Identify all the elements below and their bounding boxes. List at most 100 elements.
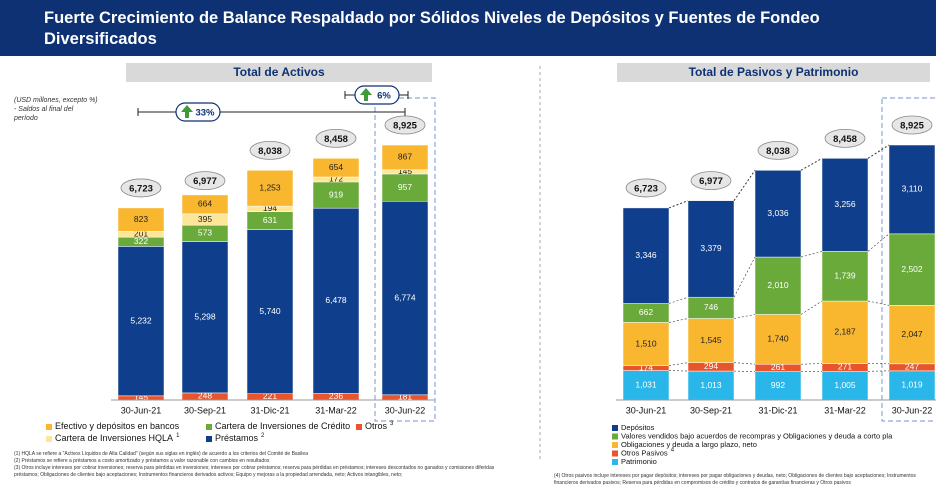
legend-swatch <box>612 425 618 431</box>
segment-label: 201 <box>134 229 148 239</box>
legend-swatch <box>612 442 618 448</box>
bar-segment <box>312 207 360 394</box>
segment-label: 957 <box>398 182 412 192</box>
bar-segment <box>754 314 802 365</box>
bar-segment <box>754 170 802 258</box>
segment-label: 573 <box>198 228 212 238</box>
bar-segment <box>312 158 360 178</box>
bar-segment <box>246 170 294 207</box>
connector <box>867 300 890 306</box>
segment-label: 294 <box>704 361 718 371</box>
segment-label: 992 <box>771 380 785 390</box>
footnote: (2) Préstamos se refiere a préstamos a c… <box>14 458 270 464</box>
segment-label: 172 <box>329 174 343 184</box>
legend-swatch <box>206 424 212 430</box>
legend-label: Patrimonio <box>621 457 657 466</box>
bar-segment <box>687 370 735 401</box>
x-tick-label: 30-Sep-21 <box>690 405 732 415</box>
legend-name: Otros Pasivos <box>621 448 668 457</box>
total-label: 6,977 <box>699 176 723 187</box>
segment-label: 1,013 <box>700 380 722 390</box>
connector <box>733 170 756 201</box>
legend-superscript: 1 <box>176 433 180 439</box>
segment-label: 1,031 <box>635 380 657 390</box>
connector <box>733 314 756 319</box>
legend-name: Obligaciones y deuda a largo plazo, neto <box>621 440 757 449</box>
legend-swatch <box>612 459 618 465</box>
segment-label: 654 <box>329 162 343 172</box>
segment-label: 746 <box>704 302 718 312</box>
connector <box>800 157 823 171</box>
segment-label: 662 <box>639 307 653 317</box>
segment-label: 1,005 <box>834 380 856 390</box>
legend-label: Otros 3 <box>365 421 394 432</box>
connector <box>733 370 756 372</box>
x-tick-label: 30-Sep-21 <box>184 405 226 415</box>
total-label: 8,925 <box>900 121 924 132</box>
total-label: 8,458 <box>833 134 857 145</box>
segment-label: 322 <box>134 236 148 246</box>
bar-segment <box>181 241 229 394</box>
bar-segment <box>117 207 165 232</box>
segment-label: 248 <box>198 391 212 401</box>
legend-name: Efectivo y depósitos en bancos <box>55 421 180 431</box>
units-note: (USD millones, excepto %) - Saldos al fi… <box>14 97 98 122</box>
legend-name: Cartera de Inversiones HQLA <box>55 433 173 443</box>
segment-label: 1,740 <box>767 334 789 344</box>
x-tick-label: 31-Dic-21 <box>758 405 797 415</box>
bar-segment <box>888 370 936 401</box>
bar-segment <box>181 194 229 215</box>
total-bubble <box>824 128 866 148</box>
bar-segment <box>622 322 670 366</box>
segment-label: 395 <box>198 214 212 224</box>
header: Fuerte Crecimiento de Balance Respaldado… <box>0 0 936 56</box>
segment-label: 3,036 <box>767 208 789 218</box>
legend-superscript: 4 <box>671 447 675 453</box>
x-tick-label: 30-Jun-22 <box>385 405 426 415</box>
legend-superscript: 3 <box>390 421 394 427</box>
total-bubble <box>891 115 933 135</box>
segment-label: 664 <box>198 199 212 209</box>
footnote: (1) HQLA se refiere a "Activos Líquidos … <box>14 451 308 457</box>
bar-segment <box>687 200 735 298</box>
growth-label: 6% <box>377 91 391 102</box>
bar-segment <box>622 207 670 304</box>
bar-segment <box>821 158 869 252</box>
segment-label: 3,256 <box>834 199 856 209</box>
segment-label: 2,502 <box>901 264 923 274</box>
connector <box>867 233 890 252</box>
connector <box>800 363 823 365</box>
chart-title: Total de Activos <box>233 65 325 79</box>
connector <box>668 296 689 304</box>
legend-swatch <box>206 436 212 442</box>
total-bubble <box>184 171 226 191</box>
legend-label: Cartera de Inversiones de Crédito <box>215 421 350 431</box>
total-label: 6,723 <box>129 183 153 194</box>
segment-label: 5,740 <box>259 306 281 316</box>
x-tick-label: 31-Mar-22 <box>824 405 866 415</box>
total-label: 8,038 <box>766 146 790 157</box>
segment-label: 145 <box>134 392 148 402</box>
segment-label: 2,010 <box>767 280 789 290</box>
connector <box>733 362 756 365</box>
legend-label: Cartera de Inversiones HQLA 1 <box>55 433 180 444</box>
connector <box>867 144 890 159</box>
highlight-box <box>881 97 936 422</box>
bar-segment <box>888 305 936 365</box>
up-arrow <box>181 105 193 118</box>
segment-label: 6,478 <box>325 295 347 305</box>
footnote: (3) Otros incluye intereses por cobrar i… <box>14 465 495 478</box>
total-bubble <box>249 140 291 160</box>
legend-swatch <box>612 450 618 457</box>
footnote: (4) Otros pasivos incluye intereses por … <box>554 473 916 486</box>
x-tick-label: 30-Jun-22 <box>892 405 933 415</box>
total-bubble <box>315 128 357 148</box>
legend-label: Obligaciones y deuda a largo plazo, neto <box>621 440 757 449</box>
connector <box>668 318 689 323</box>
total-label: 8,458 <box>324 134 348 145</box>
legend-label: Efectivo y depósitos en bancos <box>55 421 180 431</box>
highlight-box <box>374 97 436 422</box>
footnotes: (1) HQLA se refiere a "Activos Líquidos … <box>14 451 514 479</box>
connector <box>733 256 756 298</box>
